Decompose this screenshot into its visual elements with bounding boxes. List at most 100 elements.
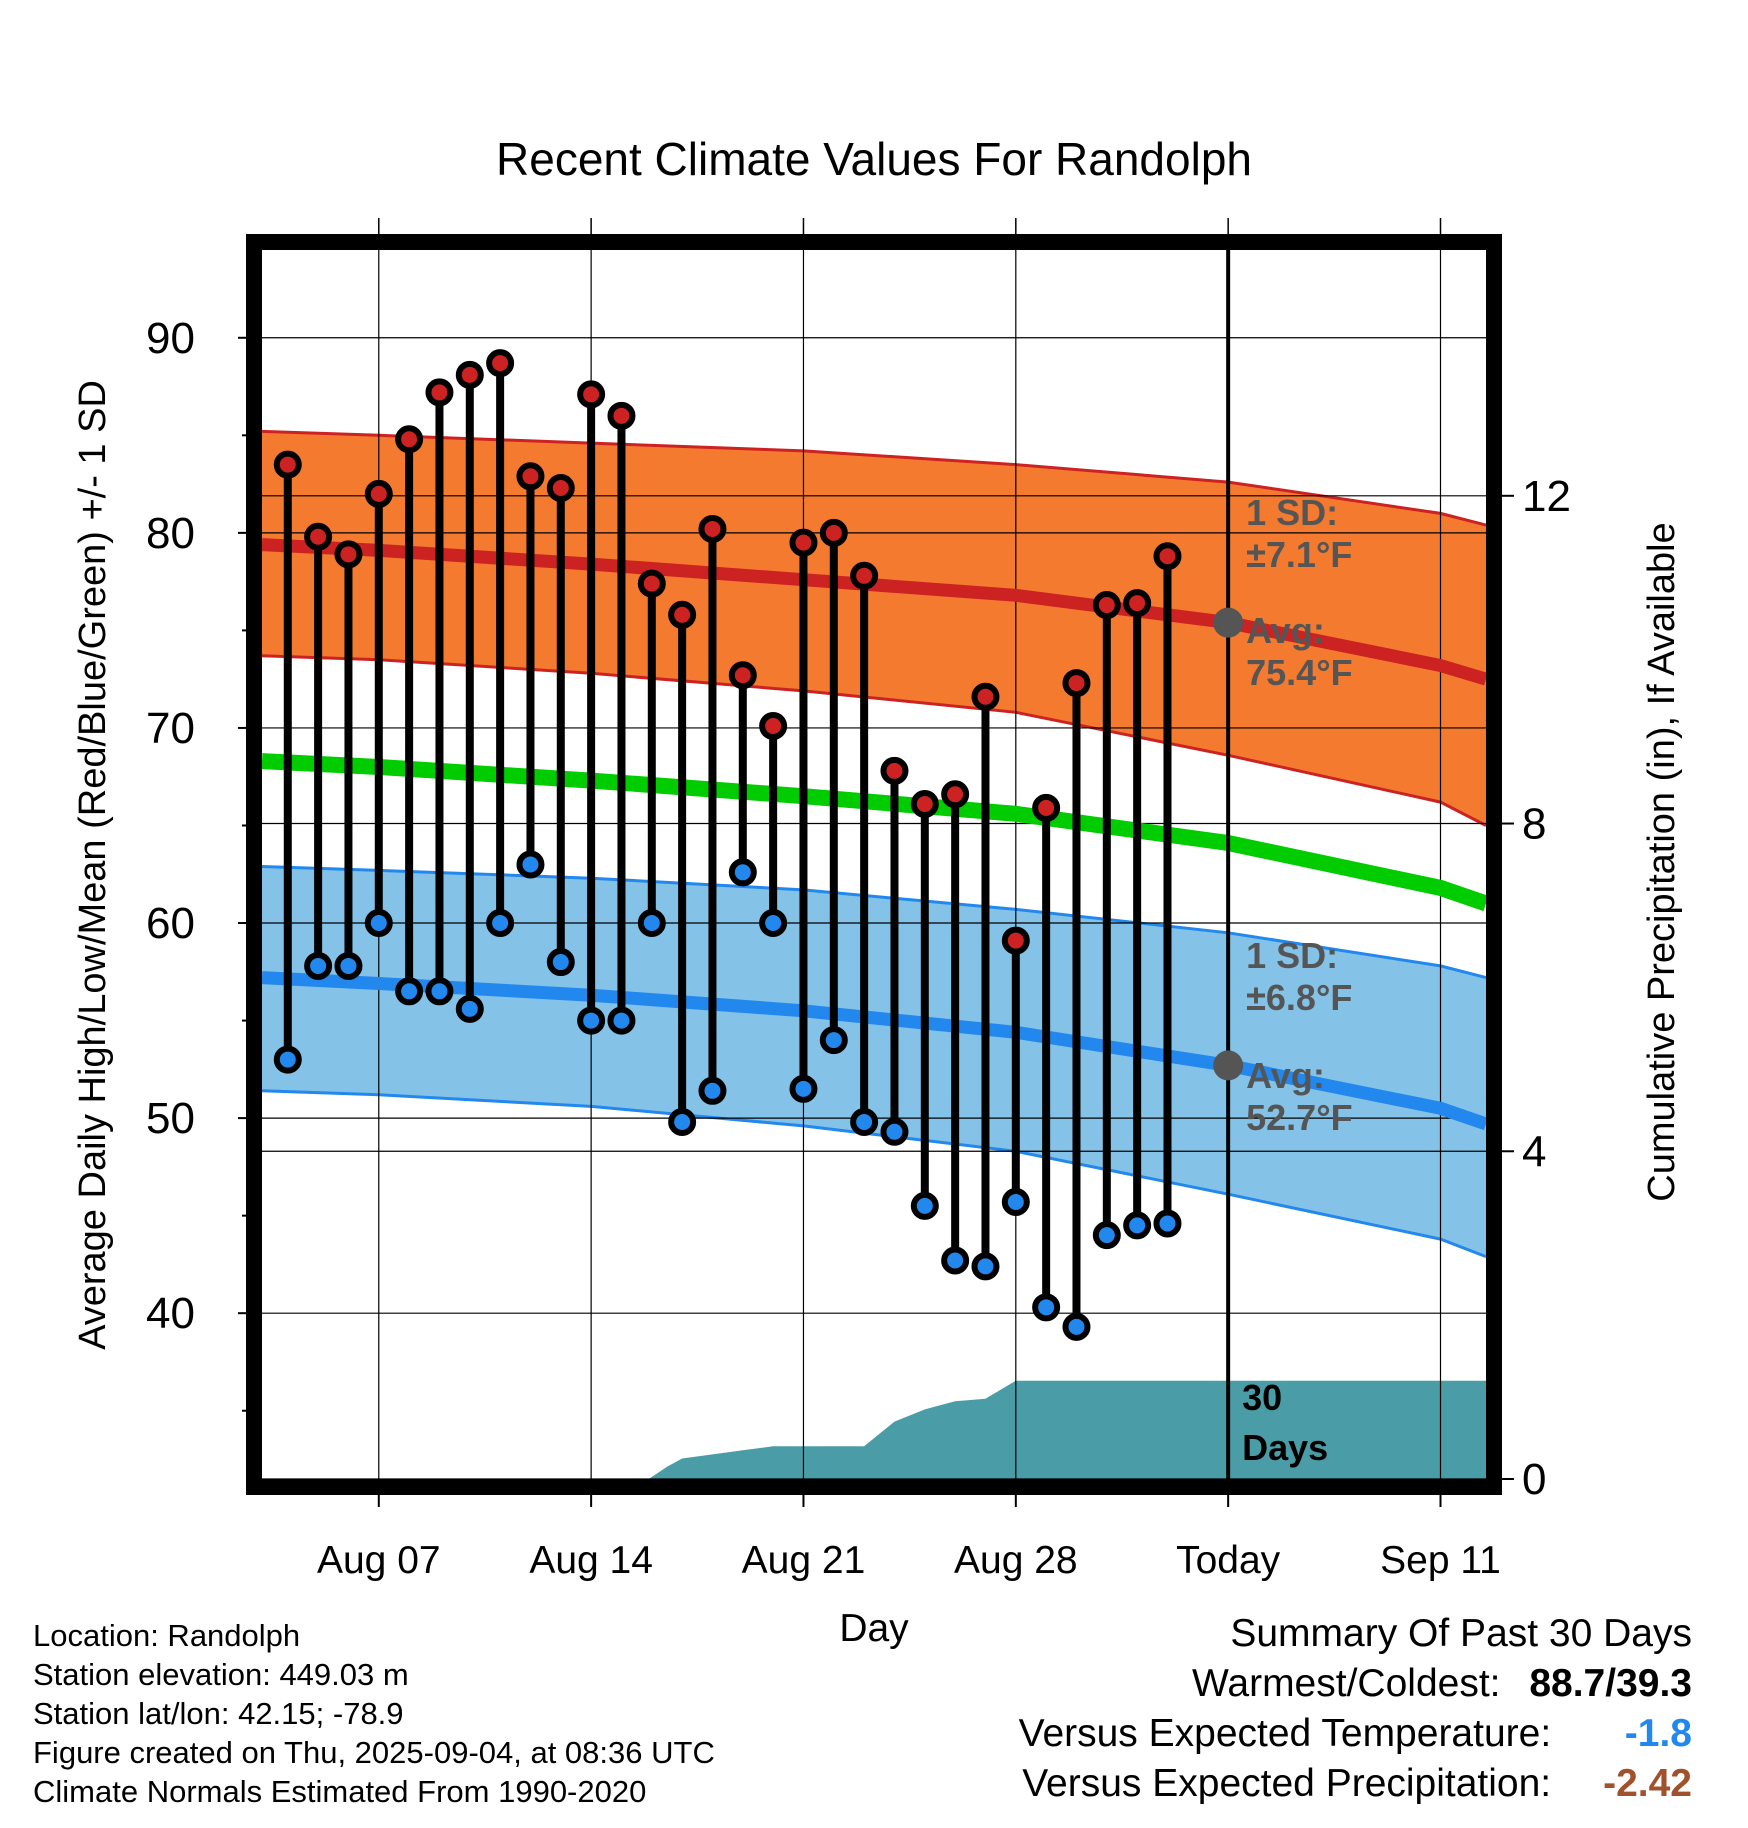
daily-high-point xyxy=(486,349,515,378)
high-sd-annotation-value: ±7.1°F xyxy=(1246,534,1352,575)
x-tick-label: Aug 14 xyxy=(529,1539,653,1582)
summary-precip-row: Versus Expected Precipitation: -2.42 xyxy=(1022,1762,1692,1806)
daily-low-point xyxy=(668,1108,697,1137)
daily-high-point xyxy=(759,711,788,740)
daily-high-point xyxy=(668,600,697,629)
daily-low-point xyxy=(1123,1211,1152,1240)
daily-low-point xyxy=(334,951,363,980)
daily-high-point xyxy=(546,473,575,502)
daily-high-point xyxy=(1062,669,1091,698)
daily-high-point xyxy=(698,514,727,543)
daily-high-point xyxy=(334,540,363,569)
daily-low-point xyxy=(1001,1187,1030,1216)
daily-high-point xyxy=(1001,926,1030,955)
high-sd-annotation-label: 1 SD: xyxy=(1246,492,1338,533)
daily-high-point xyxy=(850,561,879,590)
daily-high-point xyxy=(425,378,454,407)
low-avg-annotation-label: Avg: xyxy=(1246,1055,1325,1096)
y-tick-label: 60 xyxy=(146,899,195,948)
low-temp-sd-upper-line xyxy=(261,865,1487,980)
summary-warmest-row: Warmest/Coldest: 88.7/39.3 xyxy=(1192,1662,1692,1706)
axes: 40 50 60 70 80 90 0 4 8 12 Aug 07 Aug 14 Aug 21 Aug 2… xyxy=(72,218,1683,1650)
y-tick-label: 90 xyxy=(146,314,195,363)
daily-low-point xyxy=(728,858,757,887)
daily-high-point xyxy=(1153,542,1182,571)
daily-high-point xyxy=(364,479,393,508)
daily-high-point xyxy=(1092,591,1121,620)
daily-low-point xyxy=(637,909,666,938)
summary-precip-value: -2.42 xyxy=(1603,1762,1692,1805)
summary-title: Summary Of Past 30 Days xyxy=(1230,1612,1692,1655)
summary-temp-value: -1.8 xyxy=(1624,1712,1692,1755)
daily-low-point xyxy=(577,1006,606,1035)
low-avg-annotation-value: 52.7°F xyxy=(1246,1097,1352,1138)
mean-temp-normal-line xyxy=(261,753,1489,912)
days-annotation-number: 30 xyxy=(1242,1377,1282,1418)
daily-low-point xyxy=(759,909,788,938)
high-temp-normal-line xyxy=(261,538,1488,686)
daily-high-point xyxy=(880,756,909,785)
daily-low-point xyxy=(607,1006,636,1035)
chart-title: Recent Climate Values For Randolph xyxy=(496,133,1252,185)
daily-high-point xyxy=(1123,589,1152,618)
daily-high-point xyxy=(728,661,757,690)
daily-high-point xyxy=(304,522,333,551)
daily-high-point xyxy=(395,425,424,454)
y-tick-label: 70 xyxy=(146,704,195,753)
low-temp-sd-lower-line xyxy=(261,1089,1487,1258)
low-sd-annotation-value: ±6.8°F xyxy=(1246,977,1352,1018)
daily-high-point xyxy=(789,528,818,557)
today-low-avg-marker xyxy=(1213,1050,1244,1081)
daily-low-point xyxy=(850,1108,879,1137)
daily-high-point xyxy=(516,462,545,491)
x-tick-label: Aug 28 xyxy=(954,1539,1078,1582)
summary-temp-label: Versus Expected Temperature: xyxy=(1018,1712,1552,1755)
summary-warmest-label: Warmest/Coldest: xyxy=(1192,1662,1501,1705)
x-tick-label: Aug 21 xyxy=(742,1539,866,1582)
high-temp-sd-lower-line xyxy=(261,654,1487,827)
y-tick-label: 80 xyxy=(146,509,195,558)
low-sd-annotation-label: 1 SD: xyxy=(1246,935,1338,976)
summary-warmest-value: 88.7/39.3 xyxy=(1529,1662,1692,1705)
daily-high-point xyxy=(577,380,606,409)
daily-high-point xyxy=(819,518,848,547)
high-avg-annotation-value: 75.4°F xyxy=(1246,652,1352,693)
today-high-avg-marker xyxy=(1213,607,1244,638)
footer-created: Figure created on Thu, 2025-09-04, at 08… xyxy=(33,1735,715,1770)
x-tick-label: Today xyxy=(1176,1539,1281,1582)
plot-frame xyxy=(246,234,1502,1495)
daily-low-point xyxy=(304,951,333,980)
daily-low-point xyxy=(1062,1312,1091,1341)
daily-low-point xyxy=(1153,1209,1182,1238)
y2-axis-label: Cumulative Precipitation (in), If Availa… xyxy=(1641,522,1683,1201)
footer-elevation: Station elevation: 449.03 m xyxy=(33,1657,409,1692)
daily-low-point xyxy=(910,1191,939,1220)
days-annotation-label: Days xyxy=(1242,1427,1328,1468)
footer-latlon: Station lat/lon: 42.15; -78.9 xyxy=(33,1696,404,1731)
summary-temp-row: Versus Expected Temperature: -1.8 xyxy=(1019,1712,1692,1756)
daily-low-point xyxy=(364,909,393,938)
high-temp-sd-band xyxy=(262,431,1486,826)
daily-low-point xyxy=(971,1252,1000,1281)
daily-low-point xyxy=(425,977,454,1006)
daily-low-point xyxy=(880,1117,909,1146)
daily-low-point xyxy=(941,1246,970,1275)
y2-tick-label: 8 xyxy=(1522,800,1546,849)
daily-high-point xyxy=(607,401,636,430)
daily-low-point xyxy=(546,948,575,977)
footer-normals: Climate Normals Estimated From 1990-2020 xyxy=(33,1774,647,1809)
daily-high-point xyxy=(637,569,666,598)
daily-high-point xyxy=(273,450,302,479)
daily-high-point xyxy=(971,682,1000,711)
daily-low-point xyxy=(789,1074,818,1103)
x-axis-label: Day xyxy=(839,1607,909,1650)
daily-high-point xyxy=(1032,793,1061,822)
daily-low-point xyxy=(486,909,515,938)
daily-low-point xyxy=(1032,1293,1061,1322)
daily-high-point xyxy=(910,790,939,819)
daily-high-point xyxy=(941,780,970,809)
x-tick-label: Aug 07 xyxy=(317,1539,441,1582)
daily-low-point xyxy=(395,977,424,1006)
footer-location: Location: Randolph xyxy=(33,1618,301,1653)
